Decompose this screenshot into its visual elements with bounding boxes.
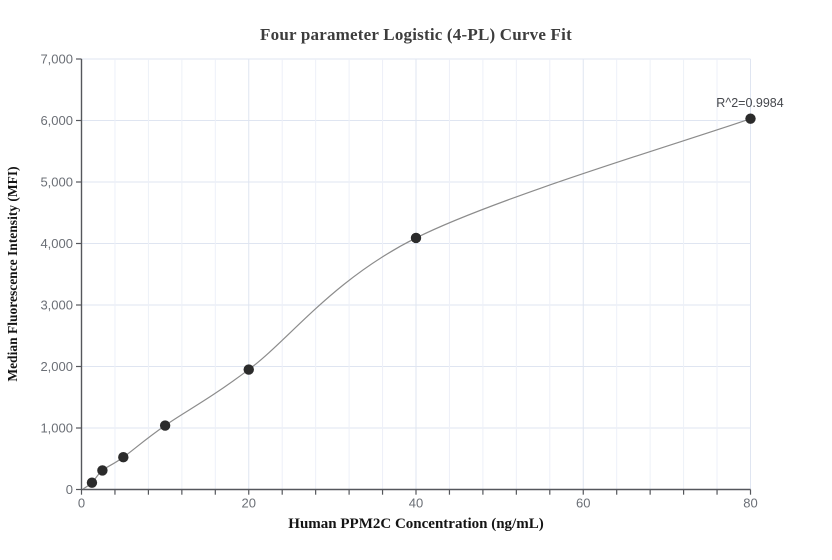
- fit-curve: [82, 118, 751, 490]
- data-point: [97, 465, 108, 476]
- x-tick-label: 0: [78, 496, 85, 511]
- data-point: [745, 113, 756, 124]
- y-tick-label: 7,000: [40, 52, 73, 67]
- x-tick-label: 40: [409, 496, 423, 511]
- y-tick-label: 1,000: [40, 421, 73, 436]
- y-tick-label: 3,000: [40, 298, 73, 313]
- chart-title: Four parameter Logistic (4-PL) Curve Fit: [260, 25, 572, 44]
- y-tick-label: 6,000: [40, 113, 73, 128]
- y-tick-label: 4,000: [40, 236, 73, 251]
- y-tick-label: 5,000: [40, 175, 73, 190]
- data-point: [118, 452, 129, 463]
- data-point: [243, 364, 254, 375]
- x-tick-label: 80: [743, 496, 757, 511]
- data-point: [410, 232, 422, 244]
- x-axis-title: Human PPM2C Concentration (ng/mL): [288, 516, 544, 532]
- x-tick-label: 60: [576, 496, 590, 511]
- y-tick-label: 0: [66, 482, 73, 497]
- x-tick-label: 20: [242, 496, 256, 511]
- data-point: [86, 477, 98, 488]
- y-tick-label: 2,000: [40, 359, 73, 374]
- data-point: [159, 420, 171, 431]
- r-squared-annotation: R^2=0.9984: [716, 96, 784, 110]
